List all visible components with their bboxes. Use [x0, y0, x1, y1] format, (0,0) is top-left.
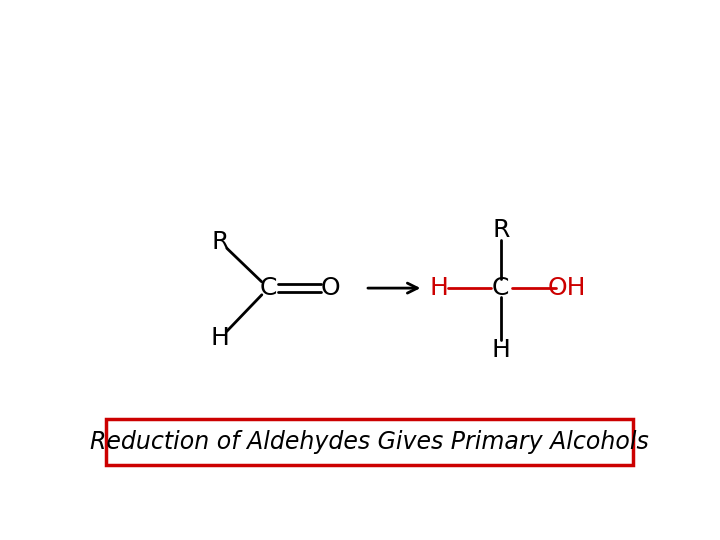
Bar: [106, 419, 632, 465]
Text: H: H: [429, 276, 448, 300]
Text: H: H: [211, 326, 230, 350]
Text: C: C: [260, 276, 277, 300]
Text: H: H: [491, 338, 510, 362]
Text: C: C: [492, 276, 510, 300]
Text: O: O: [320, 276, 340, 300]
Text: R: R: [492, 218, 510, 242]
Text: OH: OH: [547, 276, 586, 300]
Text: Reduction of Aldehydes Gives Primary Alcohols: Reduction of Aldehydes Gives Primary Alc…: [89, 430, 649, 454]
Text: R: R: [212, 230, 229, 254]
